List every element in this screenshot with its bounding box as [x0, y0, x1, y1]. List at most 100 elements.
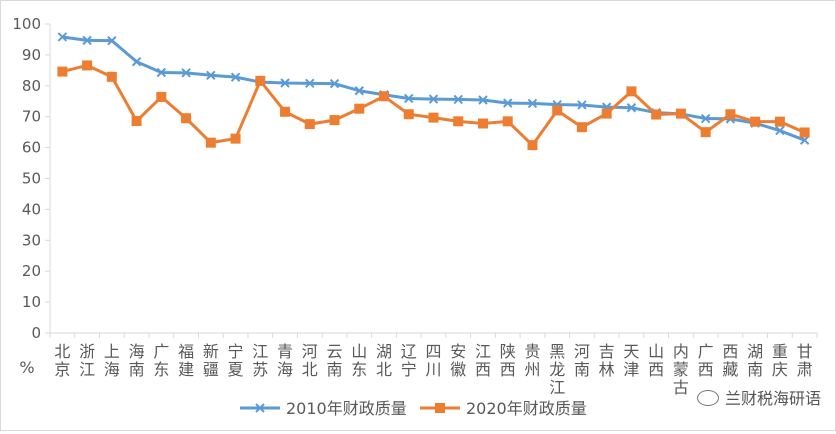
x-tick-label: 福建: [178, 342, 194, 379]
data-point: [156, 67, 167, 78]
x-tick-label: 安徽: [450, 342, 466, 379]
x-tick-label: 海南: [129, 342, 145, 379]
x-tick-label: 宁夏: [228, 342, 244, 379]
data-point: [750, 116, 761, 127]
data-point: [205, 137, 216, 148]
data-point: [329, 78, 340, 89]
data-point: [552, 105, 563, 116]
data-point: [106, 71, 117, 82]
legend-marker: [435, 403, 445, 413]
data-point: [230, 133, 241, 144]
x-tick-label: 重庆: [772, 342, 788, 379]
y-tick-label: 60: [22, 139, 41, 157]
data-point: [82, 35, 92, 46]
data-point: [453, 116, 464, 127]
data-point: [57, 66, 68, 77]
data-point: [280, 78, 290, 88]
series-line-2: [62, 63, 806, 147]
x-tick-label: 甘肃: [797, 342, 813, 379]
data-point: [725, 109, 736, 120]
data-point: [477, 118, 488, 129]
y-tick-label: 10: [22, 293, 41, 311]
data-point: [527, 98, 538, 109]
y-tick-label: 30: [22, 231, 41, 249]
x-tick-label: 河北: [302, 342, 318, 379]
data-point: [354, 103, 365, 114]
wechat-icon: [696, 390, 719, 406]
x-tick-label: 广西: [698, 342, 714, 379]
data-point: [502, 116, 513, 127]
data-point: [775, 125, 785, 136]
watermark: 兰财税海研语: [696, 385, 821, 409]
data-point: [181, 113, 192, 124]
data-point: [206, 70, 216, 81]
watermark-text: 兰财税海研语: [724, 389, 821, 408]
data-point: [280, 106, 291, 117]
data-point: [577, 100, 587, 110]
data-point: [156, 91, 167, 102]
y-tick-label: 80: [22, 77, 41, 95]
legend-label-1: 2010年财政质量: [286, 399, 407, 418]
y-tick-label: 40: [22, 200, 41, 218]
data-point: [453, 94, 463, 105]
data-point: [57, 32, 68, 42]
x-tick-label: 天津: [623, 342, 639, 379]
x-tick-label: 辽宁: [401, 342, 417, 379]
x-tick-label: 北京: [54, 342, 70, 379]
x-tick-label: 内蒙古: [673, 342, 689, 397]
data-point: [700, 113, 711, 124]
data-point: [799, 127, 810, 138]
data-point: [403, 109, 414, 120]
data-point: [181, 68, 191, 78]
x-tick-label: 江苏: [252, 342, 268, 379]
data-point: [255, 75, 266, 86]
x-tick-label: 青海: [277, 342, 293, 379]
data-point: [131, 56, 142, 67]
legend-marker: [255, 403, 265, 413]
data-point: [700, 127, 711, 138]
x-tick-label: 四川: [425, 342, 441, 379]
x-tick-label: 上海: [104, 342, 120, 379]
data-point: [379, 91, 390, 102]
y-tick-label: 50: [22, 170, 41, 188]
axes: 0102030405060708090100%北京浙江上海海南广东福建新疆宁夏江…: [12, 15, 818, 397]
x-tick-label: 云南: [327, 342, 343, 379]
y-tick-label: 90: [22, 46, 41, 64]
x-tick-label: 新疆: [203, 342, 219, 379]
x-tick-label: 湖北: [376, 342, 392, 379]
y-axis-unit-label: %: [19, 358, 34, 377]
data-point: [527, 140, 538, 151]
data-point: [774, 116, 785, 127]
y-tick-label: 70: [22, 108, 41, 126]
data-point: [428, 112, 439, 123]
y-tick-label: 20: [22, 262, 41, 280]
data-point: [131, 116, 142, 127]
data-point: [107, 35, 117, 46]
data-point: [626, 86, 637, 97]
x-tick-label: 西藏: [722, 342, 738, 379]
series-layer: [57, 32, 810, 151]
x-tick-label: 陕西: [500, 342, 516, 379]
x-tick-label: 山东: [351, 342, 367, 379]
data-point: [626, 103, 637, 113]
data-point: [601, 108, 612, 119]
data-point: [230, 72, 241, 82]
x-tick-label: 浙江: [79, 342, 95, 379]
data-point: [305, 78, 315, 89]
data-point: [799, 135, 810, 145]
data-point: [651, 109, 662, 120]
data-point: [503, 98, 513, 108]
data-point: [304, 119, 315, 130]
data-point: [478, 95, 488, 105]
data-point: [82, 60, 93, 71]
data-point: [576, 122, 587, 133]
data-point: [675, 108, 686, 119]
data-point: [354, 86, 364, 96]
x-tick-label: 河南: [574, 342, 590, 379]
y-tick-label: 0: [31, 324, 41, 342]
x-tick-label: 广东: [153, 342, 169, 379]
x-tick-label: 黑龙江: [549, 342, 565, 397]
legend-label-2: 2020年财政质量: [466, 399, 587, 418]
